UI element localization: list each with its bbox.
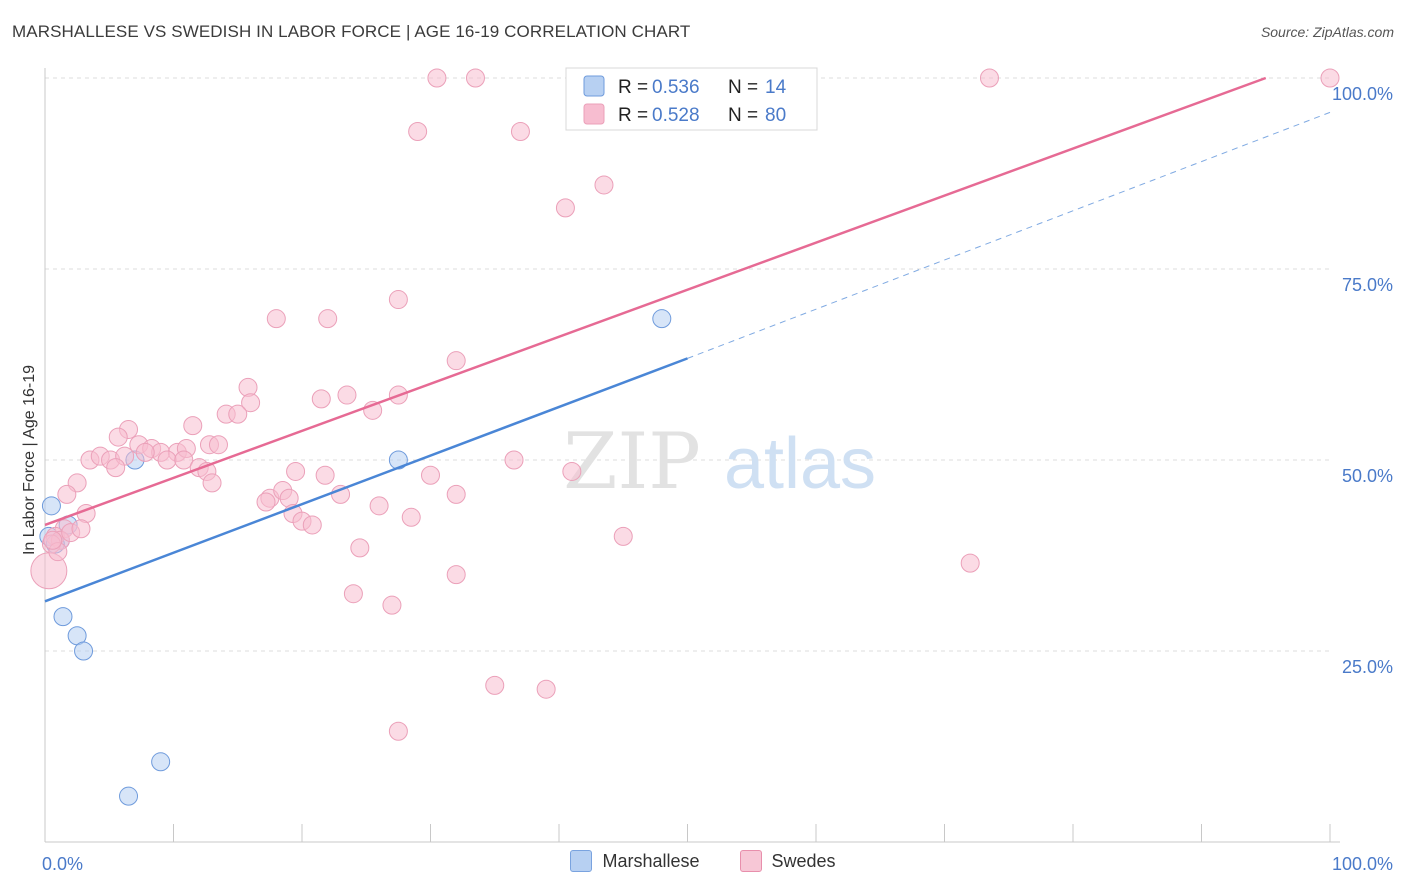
x-tick-label: 0.0% xyxy=(42,854,83,874)
data-point xyxy=(388,721,408,741)
x-tick-label: 100.0% xyxy=(1332,854,1393,874)
data-point xyxy=(369,496,389,516)
data-point xyxy=(108,427,128,447)
trend-line-swedes xyxy=(44,76,1267,527)
data-point xyxy=(331,484,351,504)
data-point xyxy=(266,309,286,329)
top-legend-n-value: 80 xyxy=(765,105,786,126)
data-point xyxy=(208,435,228,455)
y-tick-label: 75.0% xyxy=(1342,275,1393,295)
data-point xyxy=(183,416,203,436)
data-point xyxy=(446,565,466,585)
data-point xyxy=(504,450,524,470)
legend-label-swedes: Swedes xyxy=(771,850,836,871)
legend-item-marshallese[interactable]: Marshallese xyxy=(570,850,700,872)
data-point xyxy=(135,442,155,462)
data-point xyxy=(119,786,139,806)
top-legend-n-value: 14 xyxy=(765,77,787,98)
top-legend-r-label: R = xyxy=(618,77,648,98)
data-point xyxy=(315,465,335,485)
data-point xyxy=(388,290,408,310)
data-point xyxy=(157,450,177,470)
top-legend-r-value: 0.536 xyxy=(652,77,700,98)
data-point xyxy=(401,507,421,527)
bottom-legend: Marshallese Swedes xyxy=(0,850,1406,872)
data-point xyxy=(465,68,485,88)
y-tick-label: 100.0% xyxy=(1332,84,1393,104)
data-point xyxy=(106,458,126,478)
data-point xyxy=(350,538,370,558)
data-point xyxy=(228,404,248,424)
legend-item-swedes[interactable]: Swedes xyxy=(739,850,836,872)
data-point xyxy=(241,393,261,413)
top-legend-swatch xyxy=(583,75,605,97)
data-point xyxy=(53,607,73,627)
data-point xyxy=(446,351,466,371)
data-point xyxy=(174,450,194,470)
data-point xyxy=(555,198,575,218)
data-point xyxy=(408,121,428,141)
data-point xyxy=(421,465,440,485)
data-point xyxy=(337,385,357,405)
marshallese-swatch xyxy=(570,850,593,872)
data-point xyxy=(151,752,171,772)
data-point xyxy=(256,492,276,512)
data-point xyxy=(382,595,402,615)
data-point xyxy=(74,641,94,661)
data-point xyxy=(41,496,61,516)
data-point xyxy=(536,679,556,699)
top-legend-r-value: 0.528 xyxy=(652,105,700,126)
y-tick-label: 25.0% xyxy=(1342,657,1393,677)
data-point xyxy=(594,175,614,195)
top-legend-n-label: N = xyxy=(728,77,758,98)
top-legend-swatch xyxy=(583,103,605,125)
data-point xyxy=(485,675,505,695)
legend-label-marshallese: Marshallese xyxy=(602,850,700,871)
data-point xyxy=(427,68,447,88)
top-legend-r-label: R = xyxy=(618,105,648,126)
data-point xyxy=(302,515,322,535)
top-legend-n-label: N = xyxy=(728,105,758,126)
data-point xyxy=(446,484,466,504)
trend-line-marshallese xyxy=(44,357,688,603)
data-point xyxy=(960,553,980,573)
swedes-swatch xyxy=(739,850,762,872)
top-legend: R = 0.536 N = 14 R = 0.528 N = 80 xyxy=(565,67,818,131)
top-legend-box xyxy=(565,67,818,131)
data-point xyxy=(562,461,582,481)
watermark-zip: ZIP xyxy=(563,417,701,507)
data-point xyxy=(286,461,306,481)
data-point xyxy=(979,68,999,88)
source-credit: Source: ZipAtlas.com xyxy=(1260,24,1394,40)
data-point xyxy=(510,121,530,141)
trend-extension-marshallese xyxy=(687,111,1331,359)
series-swedes xyxy=(30,68,1340,741)
data-point xyxy=(202,473,222,493)
data-point xyxy=(43,530,63,550)
watermark-atlas: atlas xyxy=(724,424,876,504)
y-axis-label: In Labor Force | Age 16-19 xyxy=(21,365,38,555)
data-point xyxy=(71,519,91,539)
y-tick-label: 50.0% xyxy=(1342,466,1393,486)
data-point xyxy=(311,389,331,409)
data-point xyxy=(652,309,672,329)
data-point xyxy=(57,484,77,504)
data-point xyxy=(1320,68,1340,88)
data-point xyxy=(613,526,633,546)
data-point xyxy=(343,584,363,604)
data-point xyxy=(318,309,338,329)
chart-title: MARSHALLESE VS SWEDISH IN LABOR FORCE | … xyxy=(12,22,691,41)
